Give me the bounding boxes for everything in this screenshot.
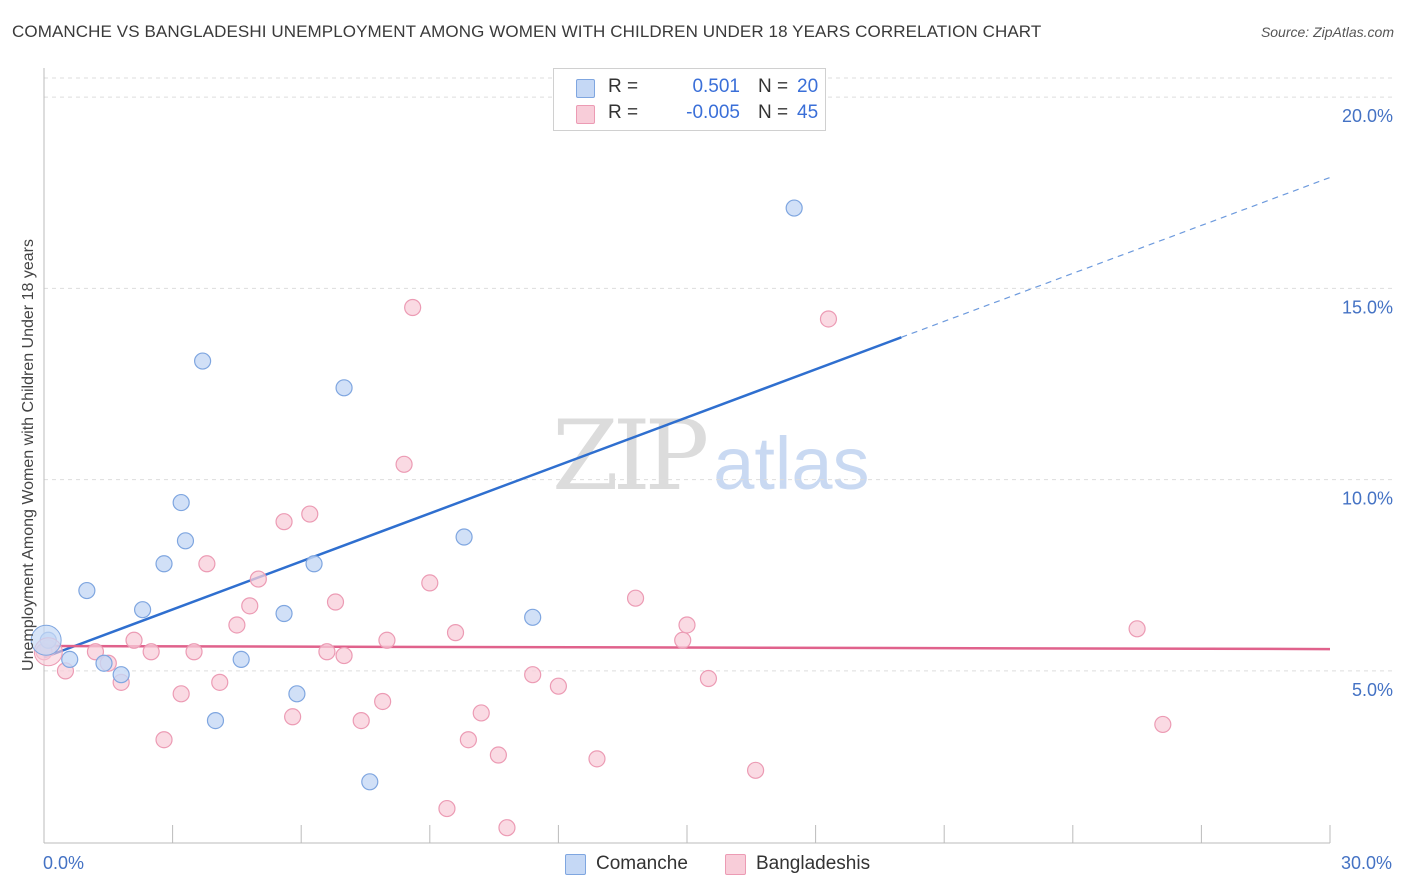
- legend-label-bangladeshis: Bangladeshis: [756, 853, 871, 874]
- comanche-point: [172, 493, 190, 512]
- comanche-point: [78, 581, 96, 600]
- data-points: [30, 199, 1172, 837]
- bangladeshi-point: [674, 631, 692, 649]
- correlation-legend: R = 0.501 N = 20 R = -0.005 N = 45: [553, 68, 826, 131]
- y-tick-label: 20.0%: [1342, 106, 1393, 126]
- bangladeshi-point: [472, 704, 490, 722]
- n-value: 45: [797, 102, 819, 123]
- bangladeshi-point: [198, 555, 216, 573]
- bangladeshi-point: [125, 631, 143, 649]
- bangladeshi-point: [1154, 715, 1172, 734]
- comanche-point: [305, 555, 323, 573]
- source-credit: Source: ZipAtlas.com: [1260, 24, 1394, 40]
- x-tick-label: 0.0%: [43, 853, 84, 873]
- comanche-point: [95, 654, 113, 672]
- comanche-point: [524, 608, 542, 626]
- bangladeshi-point: [335, 646, 353, 665]
- bangladeshi-point: [352, 711, 370, 730]
- bangladeshi-point: [395, 455, 413, 473]
- bangladeshi-point: [819, 310, 838, 328]
- comanche-point: [155, 555, 173, 573]
- comanche-swatch: [576, 79, 595, 98]
- comanche-point: [785, 199, 803, 217]
- bangladeshi-point: [374, 692, 392, 711]
- r-label: R =: [608, 76, 639, 97]
- bangladeshi-point: [404, 298, 422, 317]
- comanche-point: [232, 650, 250, 669]
- comanche-cluster-point: [30, 624, 62, 656]
- comanche-point: [335, 379, 353, 397]
- comanche-point: [455, 528, 473, 546]
- bangladeshi-point: [185, 643, 203, 661]
- bangladeshi-point: [228, 616, 246, 634]
- bangladeshi-swatch: [576, 105, 595, 124]
- comanche-swatch: [565, 854, 586, 875]
- bangladeshi-point: [142, 643, 160, 661]
- comanche-point: [288, 685, 306, 703]
- bangladeshi-point: [326, 593, 345, 611]
- y-tick-label: 5.0%: [1352, 680, 1393, 700]
- bangladeshi-point: [626, 589, 645, 607]
- bangladeshi-point: [1128, 620, 1146, 638]
- n-label: N =: [758, 76, 789, 97]
- y-tick-label: 15.0%: [1342, 297, 1393, 317]
- bangladeshi-point: [155, 731, 173, 749]
- r-label: R =: [608, 102, 639, 123]
- bangladeshi-point: [275, 513, 293, 531]
- comanche-trend-extension: [901, 176, 1331, 338]
- bangladeshi-point: [746, 761, 765, 779]
- bangladeshi-point: [459, 731, 477, 749]
- x-tick-label: 30.0%: [1341, 853, 1392, 873]
- bangladeshi-point: [86, 643, 105, 661]
- bangladeshi-point: [241, 597, 259, 615]
- bangladeshi-point: [421, 574, 439, 592]
- bangladeshi-point: [699, 669, 718, 688]
- bangladeshi-point: [524, 666, 542, 684]
- bangladeshi-point: [211, 673, 229, 691]
- comanche-point: [133, 601, 152, 619]
- bangladeshi-point: [378, 631, 396, 649]
- trend-lines: [43, 176, 1331, 659]
- y-tick-label: 10.0%: [1342, 489, 1393, 509]
- bangladeshi-point: [301, 505, 319, 523]
- n-label: N =: [758, 102, 789, 123]
- bangladeshi-point: [438, 799, 456, 818]
- comanche-trend-line: [43, 336, 902, 659]
- bangladeshi-point: [588, 750, 606, 768]
- bangladeshi-point: [489, 746, 507, 764]
- comanche-point: [112, 666, 130, 684]
- axes: [43, 68, 1331, 844]
- bangladeshi-point: [446, 624, 465, 642]
- bangladeshi-point: [249, 570, 267, 588]
- bangladeshi-point: [284, 708, 302, 726]
- bangladeshi-point: [172, 685, 190, 703]
- comanche-point: [206, 711, 225, 730]
- r-value: -0.005: [686, 102, 740, 123]
- bangladeshi-point: [549, 677, 568, 695]
- y-axis-label: Unemployment Among Women with Children U…: [20, 239, 37, 671]
- comanche-point: [176, 532, 195, 550]
- comanche-point: [361, 773, 379, 791]
- n-value: 20: [797, 76, 819, 97]
- watermark-atlas: atlas: [713, 422, 870, 505]
- comanche-point: [194, 352, 212, 370]
- bangladeshi-point: [678, 616, 696, 634]
- comanche-point: [61, 650, 79, 669]
- bangladeshi-point: [498, 819, 516, 837]
- legend-label-comanche: Comanche: [596, 853, 688, 874]
- r-value: 0.501: [692, 76, 740, 97]
- tick-labels: 5.0% 10.0% 15.0% 20.0% 0.0% 30.0%: [43, 106, 1393, 873]
- comanche-point: [275, 604, 293, 623]
- chart-title: COMANCHE VS BANGLADESHI UNEMPLOYMENT AMO…: [12, 22, 1042, 41]
- bangladeshi-point: [318, 643, 336, 661]
- bangladeshi-swatch: [725, 854, 746, 875]
